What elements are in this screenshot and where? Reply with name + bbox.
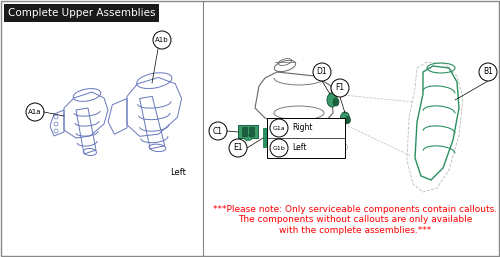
Text: G1b: G1b: [272, 145, 285, 151]
Text: Left: Left: [292, 143, 306, 152]
Text: Left: Left: [170, 168, 186, 177]
Ellipse shape: [244, 135, 252, 141]
Circle shape: [313, 63, 331, 81]
Bar: [238, 125, 258, 138]
Circle shape: [270, 119, 288, 137]
Ellipse shape: [346, 116, 350, 124]
Text: Right: Right: [292, 124, 312, 133]
Text: Complete Upper Assemblies: Complete Upper Assemblies: [8, 8, 156, 18]
Bar: [263, 128, 267, 148]
Circle shape: [479, 63, 497, 81]
Circle shape: [331, 79, 349, 97]
Text: G1a: G1a: [272, 125, 285, 131]
Text: D1: D1: [316, 68, 328, 77]
Text: C1: C1: [213, 126, 223, 135]
Ellipse shape: [327, 93, 337, 107]
Text: A1b: A1b: [155, 37, 169, 43]
Text: F1: F1: [336, 84, 344, 93]
Text: A1a: A1a: [28, 109, 42, 115]
Circle shape: [229, 139, 247, 157]
Circle shape: [270, 139, 288, 157]
Ellipse shape: [340, 112, 349, 124]
Text: B1: B1: [483, 68, 493, 77]
Bar: [249, 127, 254, 136]
Ellipse shape: [333, 98, 339, 106]
Bar: [267, 118, 345, 158]
Text: ***Please note: Only serviceable components contain callouts.
The components wit: ***Please note: Only serviceable compone…: [213, 205, 497, 235]
Circle shape: [209, 122, 227, 140]
Bar: [242, 127, 247, 136]
Bar: [4, 4, 159, 22]
Text: E1: E1: [233, 143, 243, 152]
